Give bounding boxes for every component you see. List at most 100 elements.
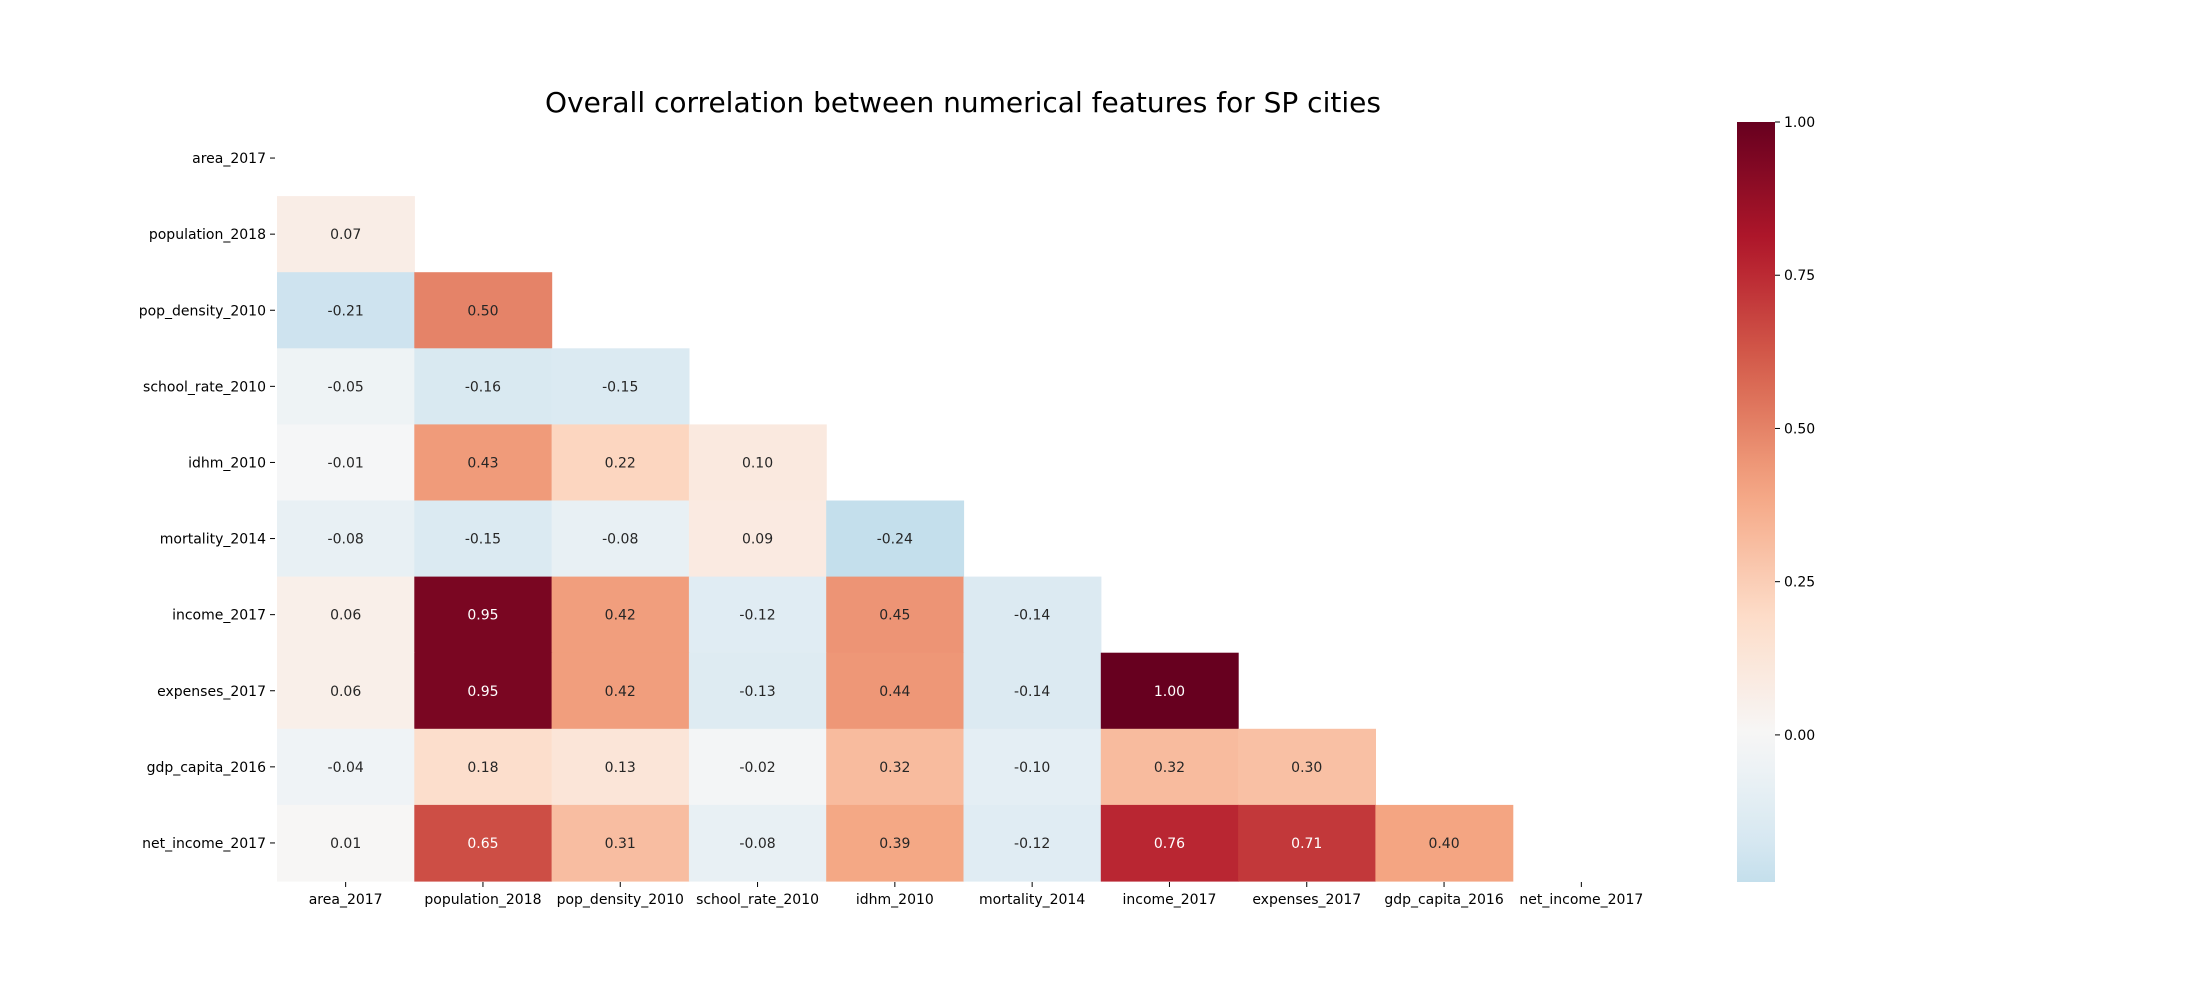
heatmap-cell-mortality-2014-population-2018 [414,500,553,578]
heatmap-cell-income-2017-pop-density-2010 [551,576,690,654]
heatmap-cell-net-income-2017-population-2018 [414,804,553,882]
x-axis-labels: area_2017 population_2018 pop_density_2010… [309,882,1643,908]
cell-value-label: -0.02 [739,760,775,776]
colorbar-tick-label: 0.50 [1784,421,1815,437]
heatmap-cell-mortality-2014-idhm-2010 [826,500,965,578]
y-tick-label-pop-density-2010: pop_density_2010 [139,303,266,319]
cell-value-label: -0.14 [1014,684,1050,700]
x-tick-label-population-2018: population_2018 [424,892,541,908]
colorbar-tick-label: 1.00 [1784,115,1815,131]
cell-value-label: 1.00 [1154,684,1185,700]
heatmap-cell-net-income-2017-gdp-capita-2016 [1375,804,1514,882]
heatmap-cell-gdp-capita-2016-idhm-2010 [826,728,965,806]
heatmap-cell-gdp-capita-2016-school-rate-2010 [688,728,827,806]
cell-value-label: 0.31 [605,836,636,852]
cell-value-label: 0.71 [1291,836,1322,852]
cell-value-label: -0.14 [1014,608,1050,624]
cell-value-label: -0.04 [328,760,364,776]
cell-value-label: -0.15 [465,532,501,548]
cell-value-label: 0.09 [742,532,773,548]
heatmap-cell-income-2017-area-2017 [277,576,415,654]
cell-value-label: 0.30 [1291,760,1322,776]
x-tick-label-net-income-2017: net_income_2017 [1519,892,1643,908]
y-tick-label-area-2017: area_2017 [192,151,266,167]
heatmap-cell-idhm-2010-pop-density-2010 [551,424,690,502]
heatmap-cell-income-2017-mortality-2014 [963,576,1102,654]
cell-value-label: -0.10 [1014,760,1050,776]
heatmap-cell-gdp-capita-2016-expenses-2017 [1238,728,1376,806]
x-tick-label-gdp-capita-2016: gdp_capita_2016 [1384,892,1504,908]
heatmap-cell-income-2017-population-2018 [414,576,553,654]
heatmap-cell-school-rate-2010-area-2017 [277,348,415,425]
x-tick-label-area-2017: area_2017 [309,892,383,908]
cell-value-label: -0.12 [739,608,775,624]
cell-value-label: -0.13 [739,684,775,700]
colorbar-gradient [1737,122,1775,882]
colorbar-tick-label: 0.00 [1784,728,1815,744]
x-tick-label-idhm-2010: idhm_2010 [856,892,934,908]
heatmap-cell-net-income-2017-mortality-2014 [963,804,1102,882]
colorbar: 0.00 0.25 0.50 0.75 1.00 [1737,115,1815,882]
heatmap-cell-net-income-2017-pop-density-2010 [551,804,690,882]
cell-value-label: -0.05 [328,379,364,395]
cell-value-label: 0.32 [1154,760,1185,776]
x-tick-label-pop-density-2010: pop_density_2010 [557,892,684,908]
y-tick-label-population-2018: population_2018 [149,227,266,243]
heatmap-cell-pop-density-2010-area-2017 [277,272,415,349]
y-tick-label-mortality-2014: mortality_2014 [160,532,266,548]
y-tick-label-gdp-capita-2016: gdp_capita_2016 [147,760,267,776]
cell-value-label: -0.15 [602,379,638,395]
heatmap-cell-mortality-2014-area-2017 [277,500,415,578]
heatmap-cell-gdp-capita-2016-mortality-2014 [963,728,1102,806]
cell-value-label: 0.43 [467,455,498,471]
cell-value-label: 0.44 [879,684,910,700]
heatmap-cell-net-income-2017-school-rate-2010 [688,804,827,882]
cell-value-label: 0.65 [467,836,498,852]
cell-value-label: 0.13 [605,760,636,776]
cell-value-label: 0.22 [605,455,636,471]
cell-value-label: -0.21 [328,303,364,319]
cell-value-label: 0.45 [879,608,910,624]
cell-value-label: 0.40 [1428,836,1459,852]
heatmap-cell-idhm-2010-school-rate-2010 [688,424,827,502]
cell-value-label: -0.12 [1014,836,1050,852]
cell-value-label: 0.06 [330,608,361,624]
cell-value-label: 0.39 [879,836,910,852]
heatmap-cell-gdp-capita-2016-population-2018 [414,728,553,806]
colorbar-tick-label: 0.75 [1784,268,1815,284]
heatmap-cell-net-income-2017-income-2017 [1100,804,1239,882]
heatmap-cell-mortality-2014-pop-density-2010 [551,500,690,578]
cell-value-label: 0.06 [330,684,361,700]
y-tick-label-idhm-2010: idhm_2010 [188,455,266,471]
cell-value-label: 0.32 [879,760,910,776]
heatmap-cells: 0.07 -0.21 0.50 -0.05 -0.16 -0.15 -0.01 0.43 0.2… [277,196,1514,882]
heatmap-cell-expenses-2017-pop-density-2010 [551,652,690,730]
heatmap-cell-pop-density-2010-population-2018 [414,272,553,349]
heatmap-cell-net-income-2017-area-2017 [277,804,415,882]
x-tick-label-income-2017: income_2017 [1122,892,1216,908]
cell-value-label: 0.01 [330,836,361,852]
heatmap-cell-expenses-2017-idhm-2010 [826,652,965,730]
heatmap-cell-expenses-2017-population-2018 [414,652,553,730]
cell-value-label: 0.42 [605,608,636,624]
y-tick-label-expenses-2017: expenses_2017 [157,684,266,700]
cell-value-label: -0.24 [877,532,913,548]
cell-value-label: 0.76 [1154,836,1185,852]
cell-value-label: -0.01 [328,455,364,471]
heatmap-cell-gdp-capita-2016-pop-density-2010 [551,728,690,806]
x-tick-label-mortality-2014: mortality_2014 [979,892,1085,908]
heatmap-cell-income-2017-school-rate-2010 [688,576,827,654]
y-axis-labels: area_2017 population_2018 pop_density_2010… [139,151,275,852]
x-tick-label-expenses-2017: expenses_2017 [1252,892,1361,908]
cell-value-label: 0.50 [467,303,498,319]
cell-value-label: -0.08 [602,532,638,548]
heatmap-cell-population-2018-area-2017 [277,196,415,273]
heatmap-cell-gdp-capita-2016-income-2017 [1100,728,1239,806]
heatmap-cell-school-rate-2010-population-2018 [414,348,553,425]
heatmap-cell-net-income-2017-expenses-2017 [1238,804,1376,882]
cell-value-label: 0.10 [742,455,773,471]
cell-value-label: 0.18 [467,760,498,776]
cell-value-label: 0.95 [467,608,498,624]
